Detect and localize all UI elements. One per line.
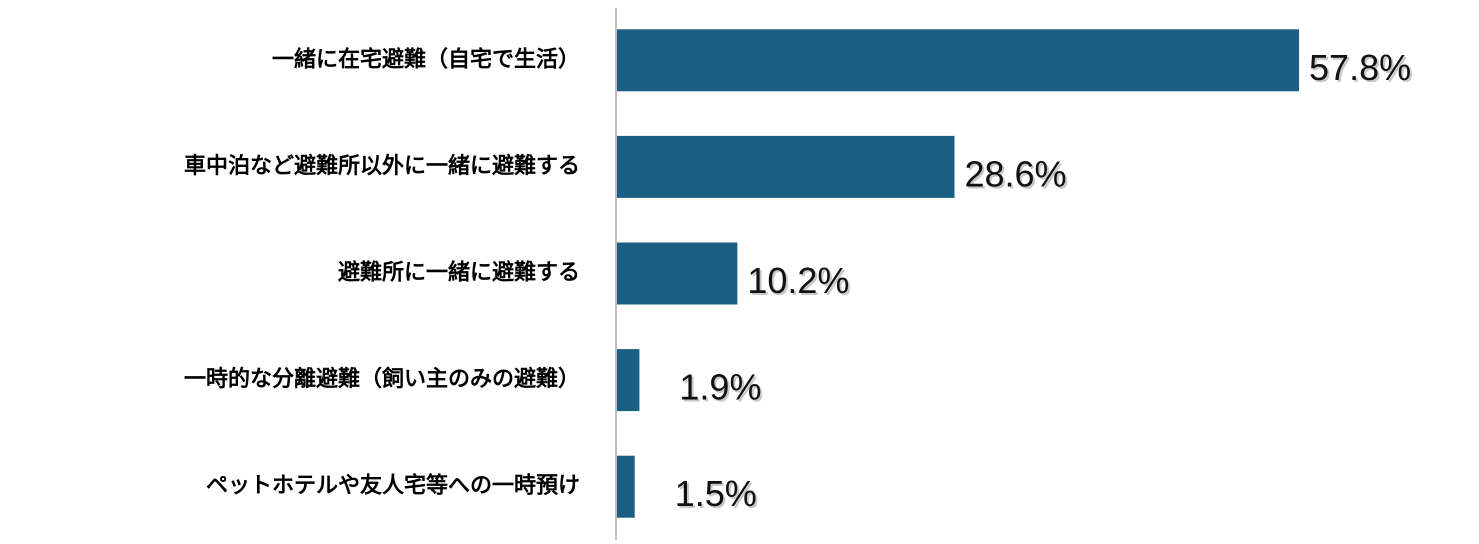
category-label: 避難所に一緒に避難する xyxy=(338,260,580,286)
value-label-shadow: 1.9% xyxy=(681,369,763,410)
value-label-shadow: 28.6% xyxy=(966,155,1068,196)
value-label: 1.5% xyxy=(675,473,757,514)
category-label: 車中泊など避難所以外に一緒に避難する xyxy=(184,153,580,179)
bar xyxy=(617,29,1300,92)
bar xyxy=(617,349,640,412)
bar xyxy=(617,242,738,305)
category-label: ペットホテルや友人宅等への一時預け xyxy=(206,473,580,499)
value-label-shadow: 1.5% xyxy=(677,475,759,516)
value-label: 10.2% xyxy=(747,260,849,301)
value-label-shadow: 57.8% xyxy=(1311,49,1413,90)
category-label: 一緒に在宅避難（自宅で生活） xyxy=(272,46,580,72)
value-label-shadow: 10.2% xyxy=(749,262,851,303)
bar xyxy=(617,135,955,198)
value-label: 28.6% xyxy=(964,153,1066,194)
bar xyxy=(617,455,635,518)
category-label: 一時的な分離避難（飼い主のみの避難） xyxy=(184,366,580,392)
value-label: 1.9% xyxy=(679,367,761,408)
value-label: 57.8% xyxy=(1309,47,1411,88)
